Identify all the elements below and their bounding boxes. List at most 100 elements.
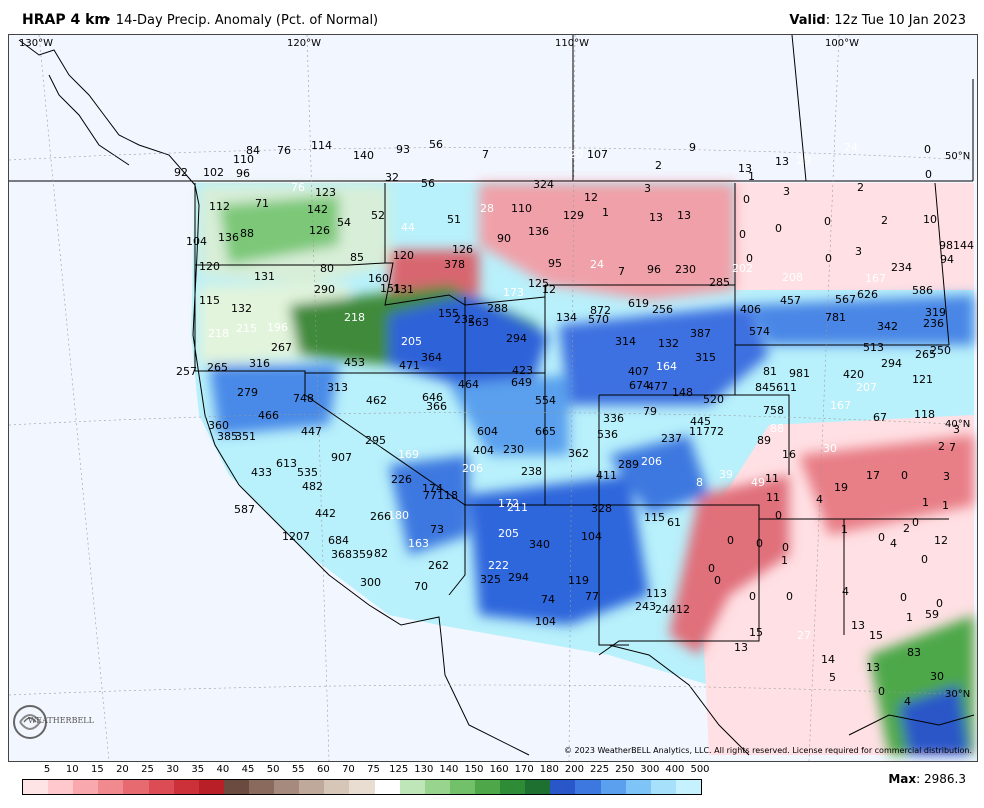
- graticule: [9, 35, 974, 761]
- lat-label: 40°N: [945, 419, 970, 430]
- station-value: 0: [925, 168, 932, 181]
- station-value: 4: [890, 537, 897, 550]
- station-value: 279: [237, 386, 258, 399]
- station-value: 0: [878, 531, 885, 544]
- legend-label: 50: [266, 764, 280, 775]
- station-value: 132: [231, 302, 252, 315]
- legend-label: 160: [489, 764, 509, 775]
- legend-label: 180: [539, 764, 559, 775]
- station-value: 466: [258, 409, 279, 422]
- station-value: 482: [302, 480, 323, 493]
- station-value: 453: [344, 356, 365, 369]
- station-value: 285: [709, 276, 730, 289]
- station-value: 174: [422, 482, 443, 495]
- legend-label: 130: [414, 764, 434, 775]
- station-value: 148: [672, 386, 693, 399]
- station-value: 294: [508, 571, 529, 584]
- legend-swatch: [625, 780, 651, 794]
- station-value: 11772: [689, 425, 724, 438]
- max-number: : 2986.3: [916, 772, 966, 786]
- station-value: 351: [235, 430, 256, 443]
- station-value: 24412: [655, 603, 690, 616]
- station-value: 2: [857, 181, 864, 194]
- station-value: 604: [477, 425, 498, 438]
- station-value: 76: [277, 144, 291, 157]
- station-value: 28: [480, 202, 494, 215]
- station-value: 96: [647, 263, 661, 276]
- station-value: 131: [393, 283, 414, 296]
- station-value: 230: [675, 263, 696, 276]
- station-value: 626: [857, 288, 878, 301]
- valid-value: : 12z Tue 10 Jan 2023: [825, 13, 966, 28]
- station-value: 265: [207, 361, 228, 374]
- station-value: 164: [656, 360, 677, 373]
- station-value: 131: [254, 270, 275, 283]
- station-value: 126: [452, 243, 473, 256]
- station-value: 0: [708, 562, 715, 575]
- legend-label: 250: [615, 764, 635, 775]
- legend-label: 45: [241, 764, 255, 775]
- legend-label: 150: [464, 764, 484, 775]
- station-value: 295: [365, 434, 386, 447]
- station-value: 218: [208, 327, 229, 340]
- station-value: 423: [512, 364, 533, 377]
- station-value: 104: [535, 615, 556, 628]
- station-value: 120: [393, 249, 414, 262]
- station-value: 76: [291, 181, 305, 194]
- station-value: 44: [401, 221, 415, 234]
- station-value: 3: [943, 470, 950, 483]
- station-value: 205: [498, 527, 519, 540]
- station-value: 362: [568, 447, 589, 460]
- station-value: 433: [251, 466, 272, 479]
- lat-label: 50°N: [945, 151, 970, 162]
- station-value: 140: [353, 149, 374, 162]
- station-value: 19: [834, 481, 848, 494]
- station-value: 387: [690, 327, 711, 340]
- station-value: 2: [903, 522, 910, 535]
- station-value: 457: [780, 294, 801, 307]
- station-value: 206: [462, 462, 483, 475]
- station-value: 289: [618, 458, 639, 471]
- station-value: 115: [199, 294, 220, 307]
- station-value: 0: [878, 685, 885, 698]
- map-title: HRAP 4 km: [22, 12, 109, 28]
- station-value: 442: [315, 507, 336, 520]
- station-value: 51: [447, 213, 461, 226]
- station-value: 570: [588, 313, 609, 326]
- station-value: 211: [507, 501, 528, 514]
- station-value: 1: [602, 206, 609, 219]
- station-value: 5: [829, 671, 836, 684]
- station-value: 12: [934, 534, 948, 547]
- station-value: 180: [388, 509, 409, 522]
- station-value: 32: [385, 171, 399, 184]
- station-value: 94: [940, 253, 954, 266]
- station-value: 11: [766, 491, 780, 504]
- legend-swatch: [600, 780, 626, 794]
- station-value: 59: [925, 608, 939, 621]
- station-value: 0: [746, 252, 753, 265]
- station-value: 30: [930, 670, 944, 683]
- station-value: 13: [738, 162, 752, 175]
- station-value: 328: [591, 502, 612, 515]
- legend-label: 200: [564, 764, 584, 775]
- station-value: 13: [866, 661, 880, 674]
- station-value: 92: [174, 166, 188, 179]
- legend-swatch: [575, 780, 601, 794]
- legend-swatch: [198, 780, 224, 794]
- legend-label: 140: [439, 764, 459, 775]
- legend-label: 15: [90, 764, 104, 775]
- station-value: 4: [842, 585, 849, 598]
- station-value: 313: [327, 381, 348, 394]
- station-value: 447: [301, 425, 322, 438]
- station-value: 12: [584, 191, 598, 204]
- station-value: 112: [209, 200, 230, 213]
- station-value: 71: [255, 197, 269, 210]
- station-value: 462: [366, 394, 387, 407]
- lon-label: 120°W: [287, 38, 321, 49]
- legend-swatch: [173, 780, 199, 794]
- station-value: 172: [498, 497, 519, 510]
- legend-swatch: [500, 780, 526, 794]
- coastline: [18, 39, 975, 756]
- station-value: 360: [208, 419, 229, 432]
